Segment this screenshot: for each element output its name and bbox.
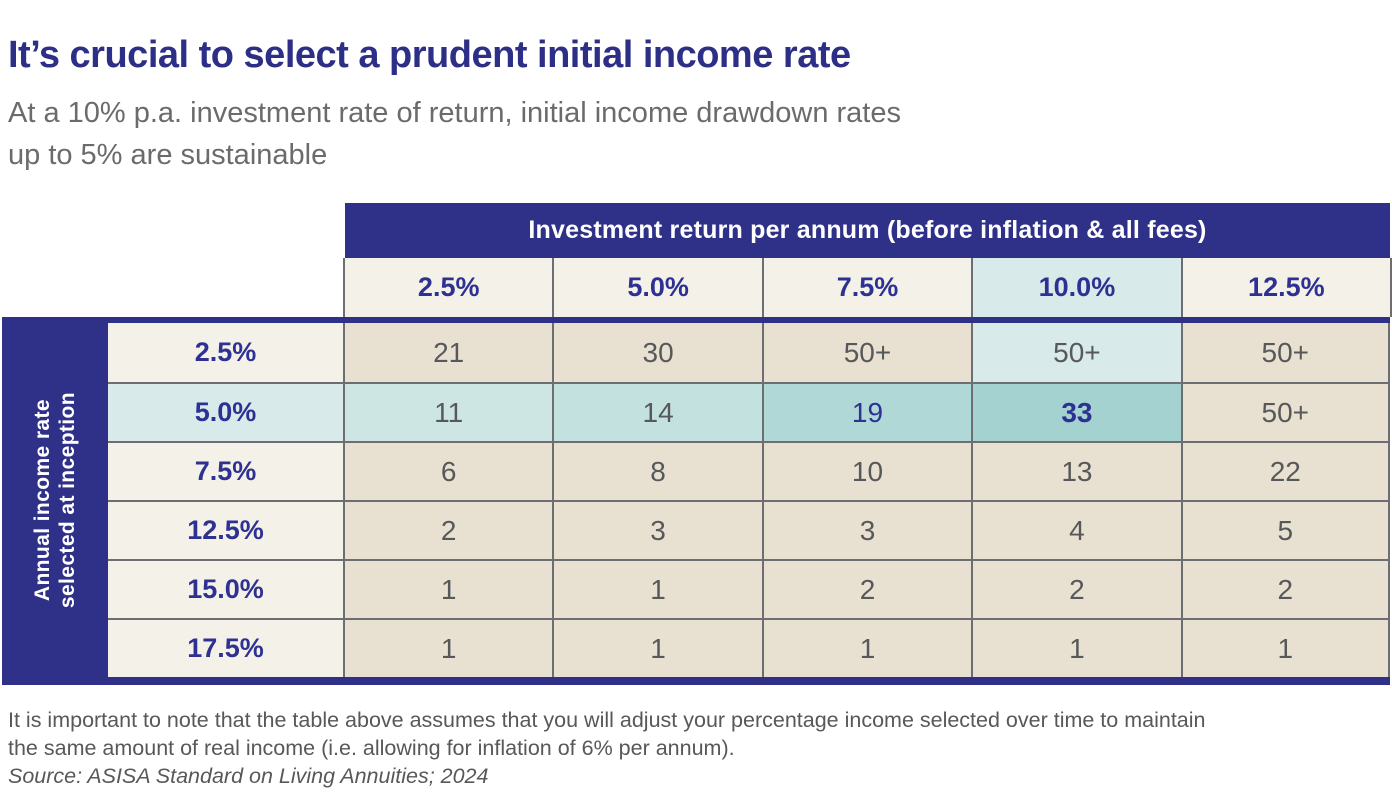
column-header: 2.5% xyxy=(417,272,480,302)
table-cell: 13 xyxy=(971,441,1181,500)
table-cell: 2 xyxy=(343,500,553,559)
row-header: 17.5% xyxy=(108,618,343,677)
table-cell: 50+ xyxy=(761,323,972,382)
column-group-header-band: Investment return per annum (before infl… xyxy=(345,203,1390,258)
source-citation: Source: ASISA Standard on Living Annuiti… xyxy=(8,764,489,788)
table-cell: 1 xyxy=(971,618,1181,677)
table-cell: 30 xyxy=(552,323,762,382)
column-headers-row: 2.5% 5.0% 7.5% 10.0% 12.5% xyxy=(343,258,1392,317)
table-cell: 1 xyxy=(761,618,972,677)
row-header: 7.5% xyxy=(108,441,343,500)
table-cell-highlighted-row: 14 xyxy=(552,382,762,441)
subtitle-line-1: At a 10% p.a. investment rate of return,… xyxy=(8,97,901,129)
table-cell: 5 xyxy=(1180,500,1390,559)
table-cell-highlighted-row: 11 xyxy=(343,382,553,441)
table-cell-highlighted-row: 19 xyxy=(761,382,972,441)
data-table-body: Annual income rate selected at inception… xyxy=(2,317,1390,685)
table-cell: 2 xyxy=(761,559,972,618)
column-header: 5.0% xyxy=(552,258,761,317)
table-cell: 2 xyxy=(971,559,1181,618)
table-cell-highlighted-column: 50+ xyxy=(971,323,1181,382)
table-cell: 10 xyxy=(761,441,972,500)
table-cell: 50+ xyxy=(1180,382,1390,441)
footnote-line-1: It is important to note that the table a… xyxy=(8,708,1206,732)
table-cell: 50+ xyxy=(1180,323,1390,382)
table-cell: 1 xyxy=(343,559,553,618)
column-header-highlighted: 10.0% xyxy=(971,258,1181,317)
table-cell: 1 xyxy=(552,559,762,618)
row-header: 2.5% xyxy=(108,323,343,382)
footnote: It is important to note that the table a… xyxy=(8,706,1205,762)
table-cell: 1 xyxy=(1180,618,1390,677)
row-header: 15.0% xyxy=(108,559,343,618)
table-cell-highlighted-intersection: 33 xyxy=(971,382,1181,441)
column-header: 7.5% xyxy=(761,258,971,317)
table-cell: 1 xyxy=(343,618,553,677)
row-header: 12.5% xyxy=(108,500,343,559)
row-group-header-line-1: Annual income rate xyxy=(31,398,54,602)
table-cell: 3 xyxy=(552,500,762,559)
subtitle-line-2: up to 5% are sustainable xyxy=(8,139,328,171)
page-title: It’s crucial to select a prudent initial… xyxy=(8,34,851,76)
table-cell: 6 xyxy=(343,441,553,500)
table-cell: 8 xyxy=(552,441,762,500)
table-cell: 3 xyxy=(761,500,972,559)
row-group-header: Annual income rate selected at inception xyxy=(30,392,80,608)
table-cell: 4 xyxy=(971,500,1181,559)
table-cell: 21 xyxy=(343,323,553,382)
row-header-highlighted: 5.0% xyxy=(108,382,343,441)
row-group-header-line-2: selected at inception xyxy=(56,391,79,609)
column-header: 12.5% xyxy=(1180,258,1390,317)
page-subtitle: At a 10% p.a. investment rate of return,… xyxy=(8,92,901,176)
column-group-header: Investment return per annum (before infl… xyxy=(528,216,1207,244)
table-cell: 1 xyxy=(552,618,762,677)
row-group-header-cell: Annual income rate selected at inception xyxy=(2,323,108,677)
footnote-line-2: the same amount of real income (i.e. all… xyxy=(8,736,735,760)
table-cell: 22 xyxy=(1180,441,1390,500)
table-cell: 2 xyxy=(1180,559,1390,618)
